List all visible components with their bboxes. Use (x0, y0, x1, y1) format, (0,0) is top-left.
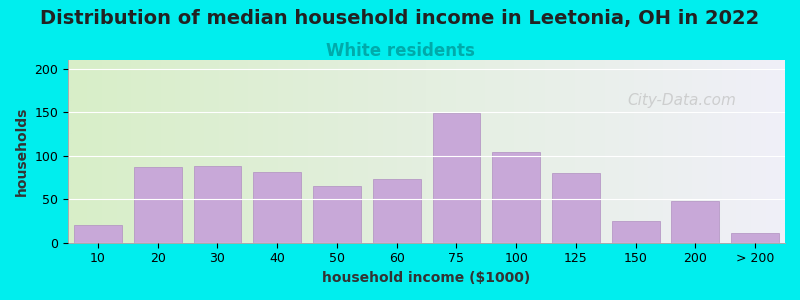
Text: White residents: White residents (326, 42, 474, 60)
Bar (671, 201, 719, 243)
Bar (74, 225, 122, 243)
Bar (552, 173, 600, 243)
Bar (134, 167, 182, 243)
Text: Distribution of median household income in Leetonia, OH in 2022: Distribution of median household income … (40, 9, 760, 28)
Y-axis label: households: households (15, 107, 29, 196)
Bar (254, 172, 301, 243)
Bar (433, 113, 480, 243)
Bar (313, 186, 361, 243)
Bar (373, 179, 421, 243)
Bar (612, 221, 659, 243)
Bar (731, 233, 779, 243)
Bar (194, 166, 242, 243)
X-axis label: household income ($1000): household income ($1000) (322, 271, 530, 285)
Bar (492, 152, 540, 243)
Text: City-Data.com: City-Data.com (627, 93, 736, 108)
